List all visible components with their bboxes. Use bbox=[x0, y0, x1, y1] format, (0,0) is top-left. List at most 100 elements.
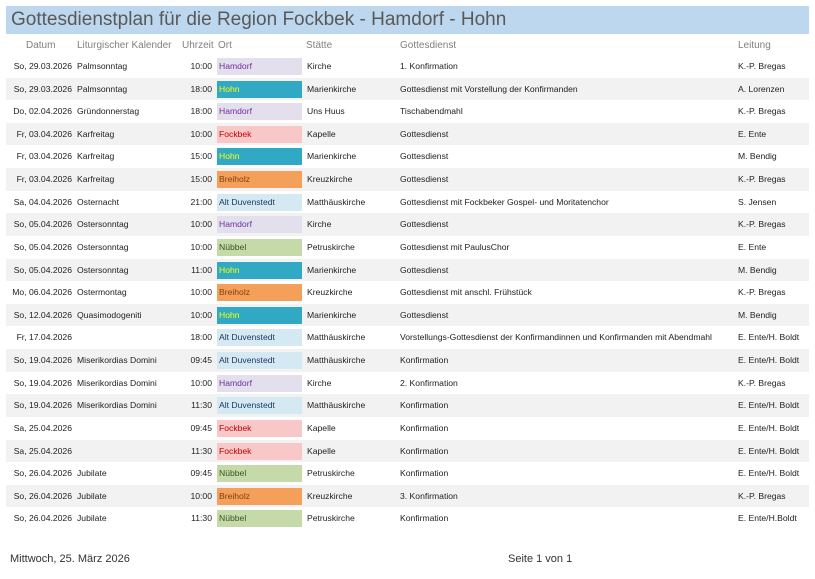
footer-date: Mittwoch, 25. März 2026 bbox=[10, 553, 130, 565]
cell-staette: Kreuzkirche bbox=[307, 490, 353, 501]
cell-gottesdienst: 3. Konfirmation bbox=[400, 490, 458, 501]
cell-uhrzeit: 10:00 bbox=[190, 219, 212, 230]
cell-leitung: M. Bendig bbox=[738, 264, 777, 275]
cell-ort: Nübbel bbox=[217, 238, 302, 256]
cell-gottesdienst: Konfirmation bbox=[400, 355, 449, 366]
cell-staette: Marienkirche bbox=[307, 264, 357, 275]
cell-kalender: Karfreitag bbox=[77, 151, 115, 162]
column-header-uhrzeit: Uhrzeit bbox=[182, 40, 214, 51]
cell-leitung: K.-P. Bregas bbox=[738, 61, 786, 71]
cell-staette: Matthäuskirche bbox=[307, 400, 366, 411]
cell-gottesdienst: Gottesdienst bbox=[400, 151, 449, 162]
table-row: Fr, 03.04.2026 Karfreitag 15:00 Marienkirch… bbox=[6, 145, 809, 168]
cell-staette: Marienkirche bbox=[307, 83, 357, 94]
cell-leitung: K.-P. Bregas bbox=[738, 490, 786, 501]
cell-kalender: Palmsonntag bbox=[77, 61, 128, 71]
cell-gottesdienst: Konfirmation bbox=[400, 422, 449, 433]
cell-gottesdienst: Gottesdienst mit anschl. Frühstück bbox=[400, 287, 532, 298]
cell-datum: So, 05.04.2026 bbox=[13, 264, 72, 275]
cell-leitung: K.-P. Bregas bbox=[738, 174, 786, 185]
cell-datum: So, 26.04.2026 bbox=[13, 490, 72, 501]
cell-leitung: E. Ente/H. Boldt bbox=[738, 332, 800, 343]
cell-datum: So, 12.04.2026 bbox=[13, 309, 72, 320]
cell-gottesdienst: Gottesdienst bbox=[400, 128, 449, 139]
title-bar: Gottesdienstplan für die Region Fockbek … bbox=[6, 6, 809, 34]
page-title: Gottesdienstplan für die Region Fockbek … bbox=[11, 9, 507, 30]
cell-staette: Kirche bbox=[307, 377, 332, 388]
cell-datum: So, 05.04.2026 bbox=[13, 219, 72, 230]
cell-leitung: E. Ente/H. Boldt bbox=[738, 422, 800, 433]
cell-uhrzeit: 11:30 bbox=[191, 400, 212, 411]
column-header-staette: Stätte bbox=[306, 40, 333, 51]
cell-kalender: Ostermontag bbox=[77, 287, 127, 298]
cell-datum: Do, 02.04.2026 bbox=[13, 106, 72, 117]
cell-ort: Breiholz bbox=[217, 487, 302, 505]
cell-leitung: K.-P. Bregas bbox=[738, 377, 786, 388]
cell-ort: Hohn bbox=[217, 80, 302, 98]
cell-leitung: E. Ente/H. Boldt bbox=[738, 400, 800, 411]
cell-datum: So, 19.04.2026 bbox=[13, 355, 72, 366]
cell-gottesdienst: 1. Konfirmation bbox=[400, 61, 458, 71]
cell-ort: Hohn bbox=[217, 148, 302, 166]
cell-gottesdienst: Vorstellungs-Gottesdienst der Konfirmand… bbox=[400, 332, 712, 343]
cell-leitung: M. Bendig bbox=[738, 151, 777, 162]
table-row: Sa, 25.04.2026 09:45 Kapelle Konfirmation E.… bbox=[6, 417, 809, 440]
table-row: So, 12.04.2026 Quasimodogeniti 10:00 Marien… bbox=[6, 303, 809, 327]
cell-staette: Kapelle bbox=[307, 128, 336, 139]
cell-leitung: E. Ente bbox=[738, 128, 767, 139]
cell-leitung: K.-P. Bregas bbox=[738, 287, 786, 298]
cell-uhrzeit: 10:00 bbox=[190, 287, 212, 298]
cell-ort: Fockbek bbox=[217, 125, 302, 143]
cell-gottesdienst: Gottesdienst mit PaulusChor bbox=[400, 241, 510, 252]
cell-staette: Matthäuskirche bbox=[307, 332, 366, 343]
cell-uhrzeit: 10:00 bbox=[190, 128, 212, 139]
table-row: So, 19.04.2026 Miserikordias Domini 09:45 M… bbox=[6, 349, 809, 372]
cell-uhrzeit: 09:45 bbox=[190, 355, 212, 366]
table-row: So, 05.04.2026 Ostersonntag 11:00 Marienkir… bbox=[6, 258, 809, 282]
table-row: Fr, 03.04.2026 Karfreitag 10:00 Kapelle Gott… bbox=[6, 122, 809, 146]
table-row: Sa, 04.04.2026 Osternacht 21:00 Matthäuskir… bbox=[6, 191, 809, 214]
cell-staette: Marienkirche bbox=[307, 309, 357, 320]
cell-ort: Breiholz bbox=[217, 171, 302, 189]
cell-uhrzeit: 15:00 bbox=[190, 151, 212, 162]
cell-uhrzeit: 18:00 bbox=[190, 332, 212, 343]
column-header-ort: Ort bbox=[218, 40, 232, 51]
cell-kalender: Karfreitag bbox=[77, 128, 115, 139]
cell-staette: Kreuzkirche bbox=[307, 174, 353, 185]
cell-staette: Kapelle bbox=[307, 445, 336, 456]
cell-ort: Hamdorf bbox=[217, 58, 302, 75]
cell-gottesdienst: Gottesdienst mit Fockbeker Gospel- und M… bbox=[400, 196, 609, 207]
cell-ort: Breiholz bbox=[217, 284, 302, 302]
table-row: Mo, 06.04.2026 Ostermontag 10:00 Kreuzkirch… bbox=[6, 281, 809, 304]
cell-datum: Sa, 04.04.2026 bbox=[13, 196, 72, 207]
cell-kalender: Miserikordias Domini bbox=[77, 355, 157, 366]
cell-kalender: Miserikordias Domini bbox=[77, 400, 157, 411]
cell-uhrzeit: 10:00 bbox=[190, 309, 212, 320]
cell-leitung: E. Ente/H. Boldt bbox=[738, 355, 800, 366]
cell-uhrzeit: 11:30 bbox=[191, 445, 212, 456]
cell-ort: Hamdorf bbox=[217, 216, 302, 234]
cell-kalender: Osternacht bbox=[77, 196, 120, 207]
cell-uhrzeit: 10:00 bbox=[190, 61, 212, 71]
cell-datum: So, 29.03.2026 bbox=[13, 61, 72, 71]
cell-leitung: K.-P. Bregas bbox=[738, 106, 786, 117]
cell-kalender: Ostersonntag bbox=[77, 241, 129, 252]
cell-staette: Matthäuskirche bbox=[307, 355, 366, 366]
cell-kalender: Jubilate bbox=[77, 468, 107, 479]
cell-staette: Matthäuskirche bbox=[307, 196, 366, 207]
table-row: Sa, 25.04.2026 11:30 Kapelle Konfirmation E.… bbox=[6, 439, 809, 463]
cell-uhrzeit: 21:00 bbox=[190, 196, 212, 207]
table-row: So, 26.04.2026 Jubilate 10:00 Kreuzkirche 3.… bbox=[6, 484, 809, 508]
table-row: So, 19.04.2026 Miserikordias Domini 11:30 M… bbox=[6, 394, 809, 417]
table-row: So, 19.04.2026 Miserikordias Domini 10:00 K… bbox=[6, 372, 809, 395]
cell-kalender: Ostersonntag bbox=[77, 219, 129, 230]
cell-gottesdienst: Gottesdienst mit Vorstellung der Konfirm… bbox=[400, 83, 578, 94]
cell-gottesdienst: Konfirmation bbox=[400, 468, 449, 479]
cell-datum: So, 26.04.2026 bbox=[13, 513, 72, 524]
cell-uhrzeit: 18:00 bbox=[190, 83, 212, 94]
table-row: So, 26.04.2026 Jubilate 11:30 Petruskirche K… bbox=[6, 507, 809, 530]
cell-kalender: Miserikordias Domini bbox=[77, 377, 157, 388]
cell-uhrzeit: 10:00 bbox=[190, 490, 212, 501]
table-row: So, 29.03.2026 Palmsonntag 10:00 Kirche 1. K… bbox=[6, 55, 809, 78]
table-row: Do, 02.04.2026 Gründonnerstag 18:00 Uns Huu… bbox=[6, 100, 809, 123]
